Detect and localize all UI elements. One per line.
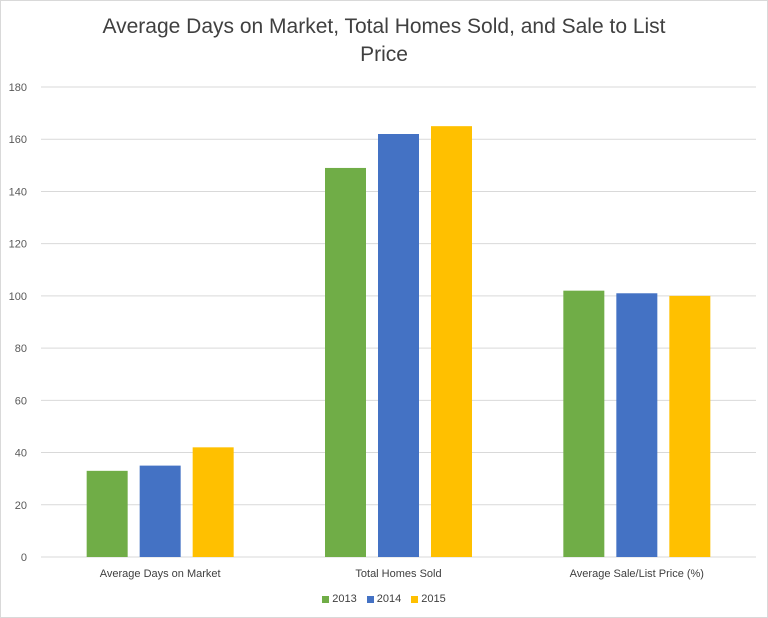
y-tick-label: 100 — [9, 291, 27, 303]
legend: 2013 2014 2015 — [1, 593, 767, 605]
legend-item: 2013 — [322, 593, 357, 605]
bar-2013 — [86, 470, 128, 557]
x-tick-label: Total Homes Sold — [355, 568, 441, 580]
bar-2015 — [192, 447, 234, 557]
y-tick-label: 120 — [9, 239, 27, 251]
bar-2015 — [669, 295, 711, 557]
y-tick-label: 140 — [9, 186, 27, 198]
legend-item: 2015 — [411, 593, 446, 605]
chart-title: Average Days on Market, Total Homes Sold… — [1, 13, 767, 69]
y-tick-label: 80 — [15, 343, 27, 355]
bar-2014 — [616, 293, 658, 557]
y-tick-label: 0 — [21, 552, 27, 564]
x-tick-label: Average Days on Market — [100, 568, 221, 580]
x-tick-label: Average Sale/List Price (%) — [570, 568, 704, 580]
legend-item: 2014 — [366, 593, 402, 605]
legend-label: 2015 — [421, 593, 446, 605]
chart-title-line-1: Average Days on Market, Total Homes Sold… — [102, 15, 666, 38]
bar-2014 — [378, 134, 419, 557]
bar-2013 — [325, 167, 366, 557]
y-tick-label: 60 — [15, 395, 27, 407]
bar-2014 — [139, 465, 181, 557]
y-tick-label: 160 — [9, 134, 27, 146]
bar-2015 — [431, 126, 472, 558]
y-tick-label: 20 — [15, 500, 27, 512]
legend-swatch — [366, 595, 374, 603]
chart-title-line-2: Price — [360, 43, 408, 66]
legend-swatch — [411, 595, 419, 603]
legend-label: 2014 — [376, 593, 402, 605]
bar-2013 — [563, 290, 605, 557]
legend-label: 2013 — [332, 593, 357, 605]
legend-swatch — [322, 595, 330, 603]
y-tick-label: 40 — [15, 448, 27, 460]
y-tick-label: 180 — [9, 82, 27, 94]
